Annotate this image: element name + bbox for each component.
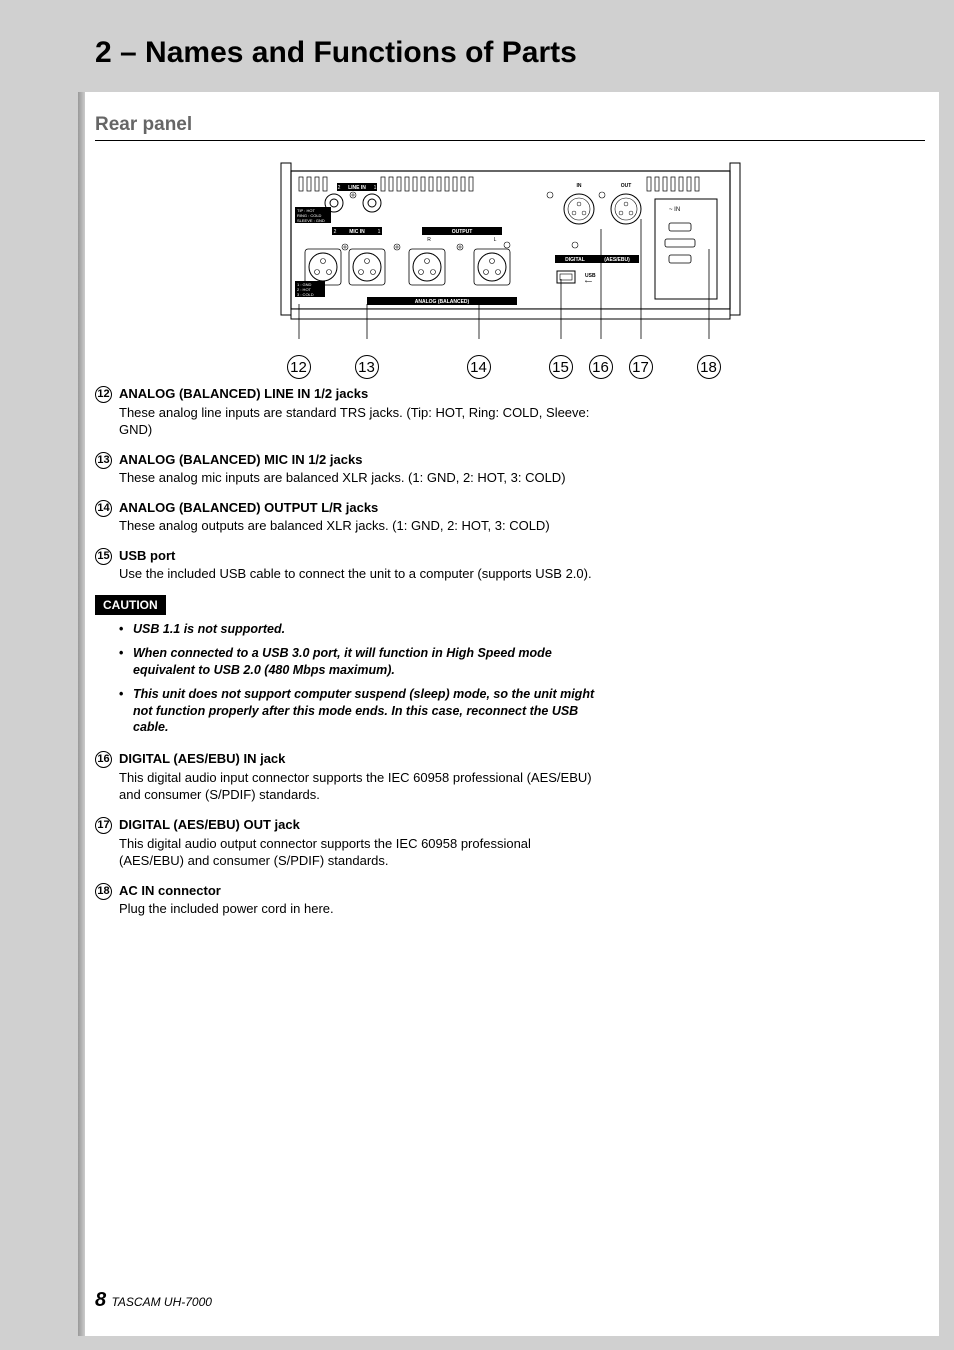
page-number: 8	[95, 1289, 106, 1311]
item-body: ANALOG (BALANCED) MIC IN 1/2 jacksThese …	[119, 451, 595, 487]
svg-text:L: L	[493, 237, 496, 243]
item-number: 16	[95, 751, 112, 768]
caution-list: USB 1.1 is not supported. When connected …	[119, 621, 595, 736]
item-desc: Use the included USB cable to connect th…	[119, 565, 595, 583]
item-18: 18 AC IN connectorPlug the included power…	[95, 882, 595, 918]
page: 2 – Names and Functions of Parts Rear pa…	[85, 14, 939, 1336]
svg-text:SLEEVE : GND: SLEEVE : GND	[297, 218, 325, 223]
section-title: Rear panel	[95, 114, 925, 141]
item-body: ANALOG (BALANCED) LINE IN 1/2 jacksThese…	[119, 385, 595, 439]
item-15: 15 USB portUse the included USB cable to …	[95, 547, 595, 583]
footer-product: TASCAM UH-7000	[111, 1295, 211, 1309]
svg-text:~ IN: ~ IN	[669, 207, 680, 213]
svg-text:OUTPUT: OUTPUT	[451, 229, 472, 235]
item-title: DIGITAL (AES/EBU) IN jack	[119, 750, 595, 768]
page-footer: 8 TASCAM UH-7000	[95, 1289, 212, 1312]
svg-text:1: 1	[377, 229, 380, 235]
item-title: USB port	[119, 547, 595, 565]
item-number: 13	[95, 452, 112, 469]
svg-text:2: 2	[333, 229, 336, 235]
item-desc: These analog line inputs are standard TR…	[119, 404, 595, 439]
svg-text:R: R	[427, 237, 431, 243]
content: Rear panel LINE IN21TIP : HOTRING : COLD…	[95, 114, 925, 930]
description-column: 12ANALOG (BALANCED) LINE IN 1/2 jacksThe…	[95, 385, 595, 918]
svg-text:OUT: OUT	[620, 183, 631, 189]
item-title: ANALOG (BALANCED) MIC IN 1/2 jacks	[119, 451, 595, 469]
callout-row: 12 13 14 15 16 17 18	[277, 355, 744, 385]
item-14: 14 ANALOG (BALANCED) OUTPUT L/R jacksThes…	[95, 499, 595, 535]
svg-text:MIC IN: MIC IN	[349, 229, 365, 235]
caution-item: When connected to a USB 3.0 port, it wil…	[119, 645, 595, 679]
svg-text:⟵: ⟵	[585, 279, 592, 285]
item-desc: This digital audio input connector suppo…	[119, 769, 595, 804]
item-body: ANALOG (BALANCED) OUTPUT L/R jacksThese …	[119, 499, 595, 535]
item-number: 17	[95, 817, 112, 834]
svg-text:2: 2	[337, 185, 340, 191]
chapter-title: 2 – Names and Functions of Parts	[95, 36, 577, 70]
svg-text:LINE IN: LINE IN	[348, 185, 366, 191]
item-17: 17 DIGITAL (AES/EBU) OUT jackThis digital…	[95, 816, 595, 870]
item-16: 16 DIGITAL (AES/EBU) IN jackThis digital …	[95, 750, 595, 804]
item-desc: These analog mic inputs are balanced XLR…	[119, 469, 595, 487]
caution-badge: CAUTION	[95, 595, 166, 615]
item-number: 12	[95, 386, 112, 403]
caution-item: USB 1.1 is not supported.	[119, 621, 595, 638]
item-body: DIGITAL (AES/EBU) IN jackThis digital au…	[119, 750, 595, 804]
callout-15: 15	[549, 355, 573, 379]
item-title: AC IN connector	[119, 882, 595, 900]
item-number: 15	[95, 548, 112, 565]
callout-14: 14	[467, 355, 491, 379]
page-spine	[78, 14, 85, 1336]
item-13: 13 ANALOG (BALANCED) MIC IN 1/2 jacksThes…	[95, 451, 595, 487]
item-title: ANALOG (BALANCED) OUTPUT L/R jacks	[119, 499, 595, 517]
item-number: 18	[95, 883, 112, 900]
svg-text:IN: IN	[576, 183, 581, 189]
svg-text:ANALOG (BALANCED): ANALOG (BALANCED)	[414, 299, 469, 305]
item-number: 14	[95, 500, 112, 517]
callout-18: 18	[697, 355, 721, 379]
item-title: DIGITAL (AES/EBU) OUT jack	[119, 816, 595, 834]
svg-text:3 : COLD: 3 : COLD	[297, 292, 314, 297]
callout-12: 12	[287, 355, 311, 379]
item-12: 12 ANALOG (BALANCED) LINE IN 1/2 jacksThe…	[95, 385, 595, 439]
svg-text:1: 1	[373, 185, 376, 191]
item-desc: This digital audio output connector supp…	[119, 835, 595, 870]
item-desc: These analog outputs are balanced XLR ja…	[119, 517, 595, 535]
callout-17: 17	[629, 355, 653, 379]
caution-item: This unit does not support computer susp…	[119, 686, 595, 737]
svg-text:DIGITAL: DIGITAL	[565, 257, 585, 263]
item-body: DIGITAL (AES/EBU) OUT jackThis digital a…	[119, 816, 595, 870]
item-title: ANALOG (BALANCED) LINE IN 1/2 jacks	[119, 385, 595, 403]
callout-13: 13	[355, 355, 379, 379]
item-body: USB portUse the included USB cable to co…	[119, 547, 595, 583]
callout-16: 16	[589, 355, 613, 379]
rear-panel-diagram: LINE IN21TIP : HOTRING : COLDSLEEVE : GN…	[95, 159, 925, 339]
chapter-banner: 2 – Names and Functions of Parts	[0, 14, 954, 92]
svg-text:(AES/EBU): (AES/EBU)	[604, 257, 630, 263]
rear-panel-svg: LINE IN21TIP : HOTRING : COLDSLEEVE : GN…	[277, 159, 744, 339]
item-body: AC IN connectorPlug the included power c…	[119, 882, 595, 918]
item-desc: Plug the included power cord in here.	[119, 900, 595, 918]
